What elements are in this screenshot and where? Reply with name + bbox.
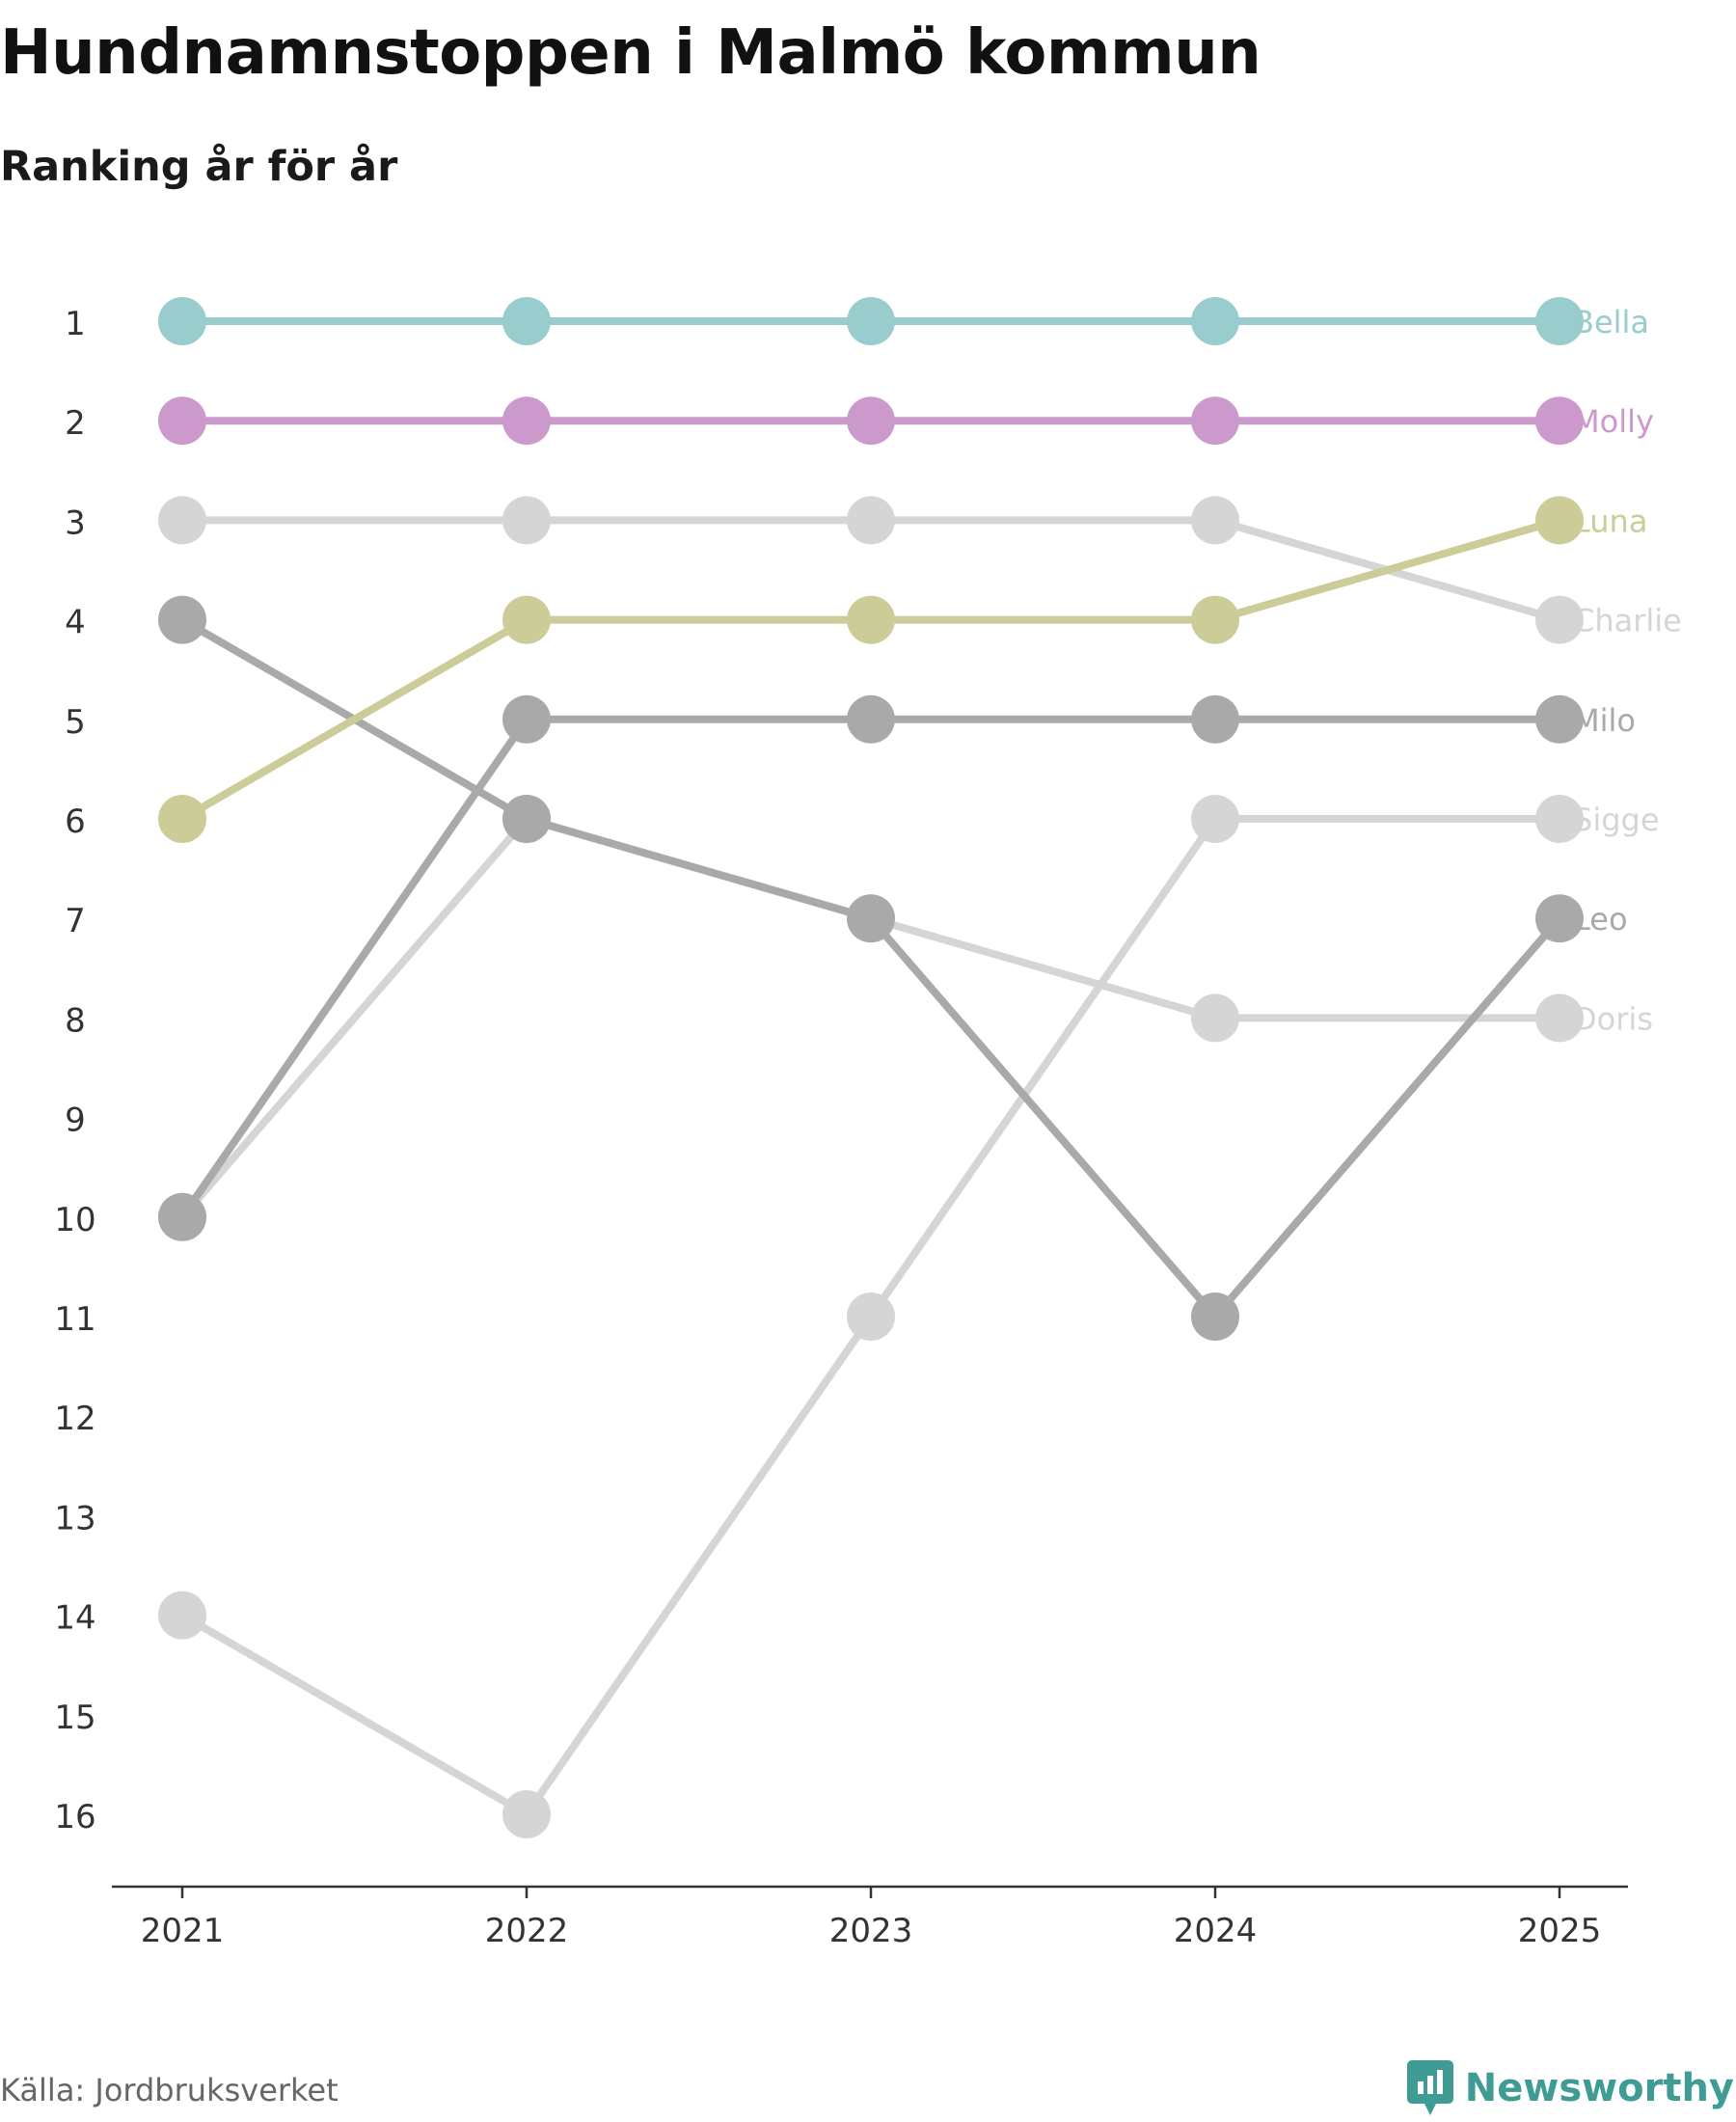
data-point-sigge bbox=[1191, 795, 1239, 843]
data-point-charlie bbox=[502, 496, 551, 545]
y-tick-label: 11 bbox=[54, 1300, 95, 1339]
y-tick-label: 14 bbox=[54, 1599, 95, 1638]
data-point-milo bbox=[1191, 694, 1239, 744]
data-point-luna bbox=[158, 795, 206, 843]
data-point-bella bbox=[158, 297, 206, 345]
data-point-molly bbox=[158, 396, 206, 446]
data-point-luna bbox=[1535, 496, 1584, 545]
brand-name: Newsworthy bbox=[1464, 2066, 1734, 2110]
x-axis: 2021 2022 2023 2024 2025 bbox=[112, 1885, 1628, 1950]
series-layer bbox=[158, 297, 1584, 1838]
series-label-molly: Molly bbox=[1573, 403, 1654, 440]
data-point-sigge bbox=[502, 1790, 551, 1838]
data-point-milo bbox=[502, 694, 551, 744]
series-label-doris: Doris bbox=[1573, 1000, 1653, 1037]
x-tick-label: 2024 bbox=[1174, 1912, 1258, 1950]
y-tick-label: 15 bbox=[54, 1699, 95, 1737]
y-tick-label: 1 bbox=[65, 305, 86, 343]
data-point-leo bbox=[502, 795, 551, 843]
series-molly bbox=[158, 396, 1584, 446]
series-doris bbox=[158, 795, 1584, 1241]
series-line-luna bbox=[178, 516, 1563, 823]
series-line-milo bbox=[178, 715, 1563, 1221]
data-point-milo bbox=[158, 1192, 206, 1241]
data-point-leo bbox=[847, 894, 895, 943]
series-label-bella: Bella bbox=[1573, 304, 1649, 340]
series-charlie bbox=[158, 496, 1584, 644]
data-point-leo bbox=[1191, 1292, 1239, 1341]
series-bella bbox=[158, 297, 1584, 345]
data-point-bella bbox=[1535, 297, 1584, 345]
y-tick-label: 6 bbox=[65, 803, 86, 841]
data-point-leo bbox=[1535, 894, 1584, 943]
series-leo bbox=[158, 595, 1584, 1341]
data-point-luna bbox=[1191, 595, 1239, 644]
y-tick-label: 4 bbox=[65, 604, 86, 642]
data-point-milo bbox=[847, 694, 895, 744]
newsworthy-logo-icon bbox=[1406, 2060, 1453, 2115]
series-labels: Sigge Doris Charlie Leo Milo Luna Molly Bella bbox=[1573, 304, 1682, 1037]
y-tick-label: 3 bbox=[65, 503, 86, 542]
data-point-leo bbox=[158, 595, 206, 644]
y-tick-label: 7 bbox=[65, 902, 86, 940]
series-milo bbox=[158, 694, 1584, 1241]
data-point-molly bbox=[1191, 396, 1239, 446]
data-point-bella bbox=[847, 297, 895, 345]
data-point-doris bbox=[1535, 993, 1584, 1043]
data-point-molly bbox=[1535, 396, 1584, 446]
data-point-sigge bbox=[158, 1591, 206, 1640]
data-point-charlie bbox=[847, 496, 895, 545]
series-label-charlie: Charlie bbox=[1573, 603, 1682, 639]
x-tick-label: 2023 bbox=[829, 1912, 913, 1950]
data-point-sigge bbox=[1535, 795, 1584, 843]
y-tick-label: 2 bbox=[65, 404, 86, 443]
data-point-molly bbox=[502, 396, 551, 446]
data-point-doris bbox=[1191, 993, 1239, 1043]
y-tick-label: 5 bbox=[65, 703, 86, 742]
chart-subtitle: Ranking år för år bbox=[0, 143, 398, 191]
data-point-charlie bbox=[1191, 496, 1239, 545]
y-tick-label: 13 bbox=[54, 1499, 95, 1537]
data-point-bella bbox=[502, 297, 551, 345]
data-point-luna bbox=[502, 595, 551, 644]
series-luna bbox=[158, 496, 1584, 843]
y-tick-label: 12 bbox=[54, 1400, 95, 1438]
chart-title: Hundnamnstoppen i Malmö kommun bbox=[0, 17, 1261, 89]
data-point-charlie bbox=[158, 496, 206, 545]
data-point-bella bbox=[1191, 297, 1239, 345]
brand-logo: Newsworthy bbox=[1406, 2060, 1734, 2116]
series-label-luna: Luna bbox=[1573, 503, 1647, 539]
series-sigge bbox=[158, 795, 1584, 1838]
series-label-sigge: Sigge bbox=[1573, 802, 1660, 838]
data-point-milo bbox=[1535, 694, 1584, 744]
x-tick-label: 2021 bbox=[141, 1912, 225, 1950]
data-point-charlie bbox=[1535, 595, 1584, 644]
data-point-molly bbox=[847, 396, 895, 446]
source-note: Källa: Jordbruksverket bbox=[0, 2072, 339, 2108]
data-point-luna bbox=[847, 595, 895, 644]
y-tick-label: 9 bbox=[65, 1102, 86, 1140]
data-point-sigge bbox=[847, 1292, 895, 1341]
series-label-leo: Leo bbox=[1573, 901, 1628, 938]
x-tick-label: 2025 bbox=[1518, 1912, 1602, 1950]
series-label-milo: Milo bbox=[1573, 702, 1636, 739]
y-tick-label: 16 bbox=[54, 1798, 95, 1836]
y-tick-label: 8 bbox=[65, 1001, 86, 1040]
x-tick-label: 2022 bbox=[485, 1912, 569, 1950]
y-tick-label: 10 bbox=[54, 1201, 95, 1239]
